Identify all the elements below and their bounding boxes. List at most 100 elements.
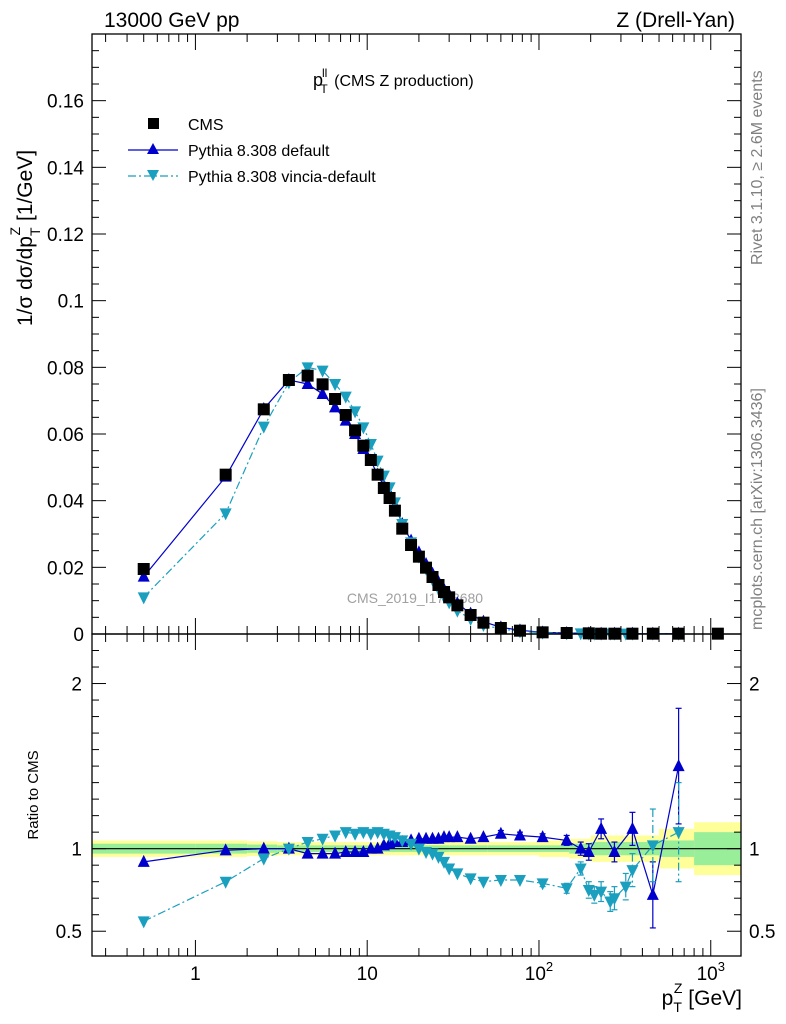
xlabel-unit: [GeV] — [682, 987, 742, 1010]
main-ytick-label-7: 0.14 — [47, 158, 84, 179]
ratio-ytick-label-2: 2 — [71, 675, 82, 696]
main-point-s0-6 — [329, 393, 342, 405]
ratio-ytick-label-r-1: 1 — [749, 840, 760, 861]
main-point-s0-14 — [388, 504, 401, 517]
ratio-ytick-label-r-2: 2 — [749, 675, 760, 696]
main-point-s1-6 — [329, 400, 342, 413]
xlabel-sub: T — [673, 999, 682, 1015]
ratio-point-s0-23 — [451, 830, 464, 843]
legend-label-cms: CMS — [188, 117, 224, 134]
ratio-point-s0-36 — [672, 759, 685, 772]
main-ylabel-unit: [1/GeV] — [14, 150, 37, 227]
ratio-point-s1-10 — [364, 828, 377, 841]
ratio-point-s0-4 — [301, 846, 314, 859]
ratio-point-s0-34 — [626, 821, 639, 834]
xlabel-sup: Z — [674, 980, 683, 996]
ratio-point-s1-30 — [574, 863, 587, 876]
rivet-label: Rivet 3.1.10, ≥ 2.6M events — [749, 70, 766, 265]
ratio-ylabel: Ratio to CMS — [25, 750, 42, 839]
ratio-frame — [91, 633, 742, 957]
legend-entry-cms: CMS — [148, 117, 224, 134]
main-series — [137, 362, 724, 641]
ratio-ytick-label-0: 0.5 — [56, 922, 82, 943]
plot-title: pll T (CMS Z production) — [313, 66, 474, 96]
main-ytick-label-6: 0.12 — [47, 225, 84, 246]
main-ylabel-sub: T — [27, 227, 43, 236]
plot-title-rest: (CMS Z production) — [330, 73, 474, 90]
ratio-point-s0-7 — [339, 844, 352, 857]
legend-marker-default — [147, 143, 159, 154]
main-point-s0-13 — [383, 492, 396, 504]
main-ytick-label-5: 0.1 — [58, 292, 84, 313]
main-point-s0-3 — [282, 374, 295, 386]
main-point-s0-7 — [339, 409, 352, 421]
ratio-point-s0-8 — [349, 844, 362, 857]
xtick-base: 10 — [357, 964, 378, 985]
ratio-ytick-label-r-0: 0.5 — [749, 922, 775, 943]
ratio-point-s0-25 — [477, 830, 490, 843]
ratio-series — [137, 707, 685, 929]
ratio-point-s1-32 — [588, 889, 601, 902]
main-point-s0-17 — [412, 550, 425, 563]
main-ytick-label-1: 0.02 — [47, 558, 84, 579]
ratio-point-s1-20 — [432, 851, 445, 864]
main-point-s2-0 — [137, 592, 150, 605]
xtick-base: 10 — [697, 964, 718, 985]
ratio-point-s1-15 — [396, 835, 409, 848]
ratio-axes: 0.5 0.51 12 21 10 102 103 — [56, 634, 775, 985]
ratio-point-s1-28 — [536, 878, 549, 891]
main-point-s0-25 — [477, 616, 490, 629]
main-point-s0-9 — [357, 439, 370, 452]
ratio-point-s1-5 — [316, 833, 329, 846]
ratio-point-s1-37 — [626, 865, 639, 878]
main-point-s0-12 — [377, 482, 390, 494]
xtick-base: 1 — [190, 964, 201, 985]
ratio-point-s1-17 — [412, 843, 425, 856]
ratio-point-s0-6 — [329, 846, 342, 859]
ratio-point-s0-5 — [316, 846, 329, 859]
ratio-point-s1-2 — [257, 853, 270, 866]
xtick-exp: 2 — [546, 959, 553, 974]
plot-title-sup: ll — [322, 66, 327, 80]
main-point-s0-15 — [396, 522, 409, 535]
plot-title-sub: T — [320, 82, 328, 96]
ratio-point-s0-26 — [494, 826, 507, 839]
ratio-xtick-label-2: 102 — [525, 959, 553, 985]
main-point-s2-7 — [339, 391, 352, 404]
main-point-s0-29 — [560, 627, 573, 639]
legend-entry-default: Pythia 8.308 default — [128, 143, 330, 160]
ratio-xlabel: pTZ [GeV] — [662, 980, 742, 1015]
ratio-point-s0-29 — [560, 833, 573, 846]
main-point-s0-28 — [536, 626, 549, 639]
ratio-xtick-label-0: 1 — [190, 964, 201, 985]
main-point-s0-27 — [513, 624, 526, 637]
legend-entry-vincia: Pythia 8.308 vincia-default — [128, 169, 376, 186]
ratio-point-s0-2 — [257, 841, 270, 854]
main-point-s2-6 — [329, 379, 342, 391]
legend-label-default: Pythia 8.308 default — [188, 143, 330, 160]
ratio-point-s1-8 — [349, 828, 362, 841]
main-ytick-label-8: 0.16 — [47, 92, 84, 113]
ratio-point-s1-38 — [646, 840, 659, 853]
main-ytick-label-4: 0.08 — [47, 358, 84, 379]
legend-label-vincia: Pythia 8.308 vincia-default — [188, 169, 376, 186]
legend-marker-vincia — [147, 170, 159, 181]
main-ytick-label-0: 0 — [73, 625, 84, 646]
main-ylabel-sup: Z — [7, 226, 23, 235]
ratio-point-s1-0 — [137, 916, 150, 929]
ratio-point-s1-7 — [339, 827, 352, 840]
main-ytick-label-2: 0.04 — [47, 492, 84, 513]
xtick-exp: 3 — [718, 959, 725, 974]
ratio-xtick-label-3: 103 — [697, 959, 725, 985]
legend: CMS Pythia 8.308 default Pythia 8.308 vi… — [128, 117, 376, 186]
main-point-s0-5 — [316, 378, 329, 391]
main-point-s2-5 — [316, 365, 329, 378]
main-point-s0-18 — [420, 561, 433, 574]
ratio-point-s1-39 — [672, 827, 685, 840]
main-point-s1-5 — [316, 387, 329, 399]
ratio-point-s1-27 — [513, 875, 526, 888]
main-point-s0-24 — [464, 609, 477, 621]
ratio-point-s0-24 — [464, 831, 477, 844]
ratio-point-s0-27 — [513, 828, 526, 841]
